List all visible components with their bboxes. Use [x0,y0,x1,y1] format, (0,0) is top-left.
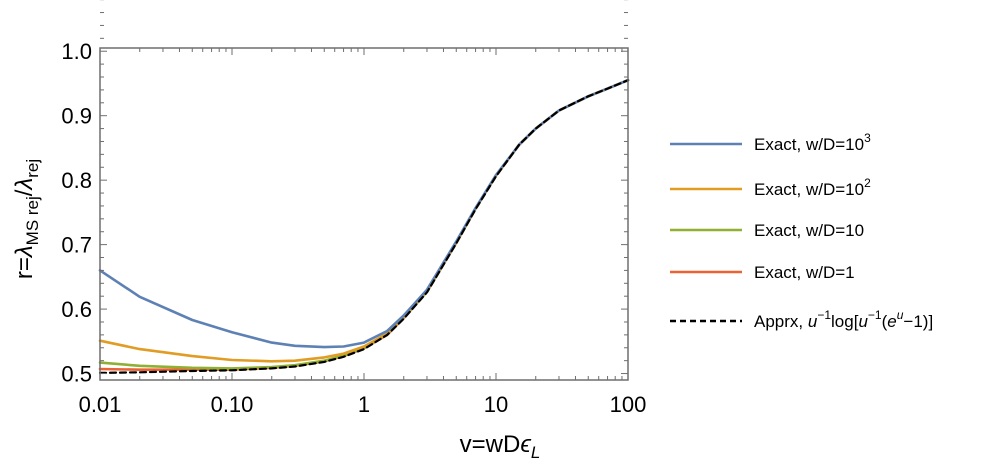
legend: Exact, w/D=103 Exact, w/D=102 Exact, w/D… [670,131,933,331]
legend-label-4-text: Exact, w/D=1 [754,263,855,282]
x-tick-label: 0.01 [79,392,122,417]
y-tick-label: 0.8 [61,168,92,193]
x-axis-title-epsilon: ϵ [520,431,531,458]
legend-label-5-u2: u [858,312,868,331]
legend-label-2: Exact, w/D=102 [754,176,871,199]
legend-label-2-text: Exact, w/D=10 [754,180,864,199]
x-tick-label: 0.10 [211,392,254,417]
y-axis-title-slash: / [11,189,38,196]
legend-label-5-prefix: Apprx, [754,312,808,331]
x-tick-label: 10 [484,392,508,417]
tick-labels: 0.01 0.10 1 10 100 0.5 0.6 0.7 0.8 0.9 1.0 [61,39,646,417]
x-tick-label: 1 [358,392,370,417]
legend-label-5-paren: ( [882,312,888,331]
y-axis-title-prefix: r= [11,257,38,279]
y-axis-title: r=λMS rej/λrej [11,159,42,279]
y-tick-label: 0.6 [61,297,92,322]
legend-label-5: Apprx, u−1log[u−1(eu−1)] [754,308,933,331]
y-axis-title-lambda-1: λ [11,245,38,259]
y-axis-title-lambda-2: λ [11,178,38,192]
legend-label-5-sup2: −1 [868,308,882,322]
legend-label-3-text: Exact, w/D=10 [754,221,864,240]
legend-label-5-log: log[ [831,312,859,331]
legend-label-5-u1: u [808,312,818,331]
x-axis-title: v=wDϵL [460,431,541,462]
x-tick-label: 100 [610,392,647,417]
legend-label-5-tail: −1)] [903,312,933,331]
x-axis-title-subscript: L [531,443,540,462]
legend-label-2-sup: 2 [864,176,871,190]
plot-curves [98,78,630,374]
y-axis-title-sub-2: rej [23,159,42,178]
y-tick-label: 0.9 [61,104,92,129]
legend-label-4: Exact, w/D=1 [754,263,855,282]
series-line-5 [98,79,630,374]
y-tick-label: 0.7 [61,233,92,258]
y-tick-label: 0.5 [61,362,92,387]
x-axis-title-base: v=wD [460,431,521,458]
legend-label-5-e: e [887,312,896,331]
legend-label-1-sup: 3 [864,131,871,145]
legend-label-1-text: Exact, w/D=10 [754,135,864,154]
plot-frame [99,47,629,381]
y-tick-label: 1.0 [61,39,92,64]
legend-label-3: Exact, w/D=10 [754,221,864,240]
legend-label-5-sup1: −1 [817,308,831,322]
legend-label-5-u3: u [897,308,904,322]
legend-label-1: Exact, w/D=103 [754,131,871,154]
y-axis-title-sub-1: MS rej [23,196,42,245]
